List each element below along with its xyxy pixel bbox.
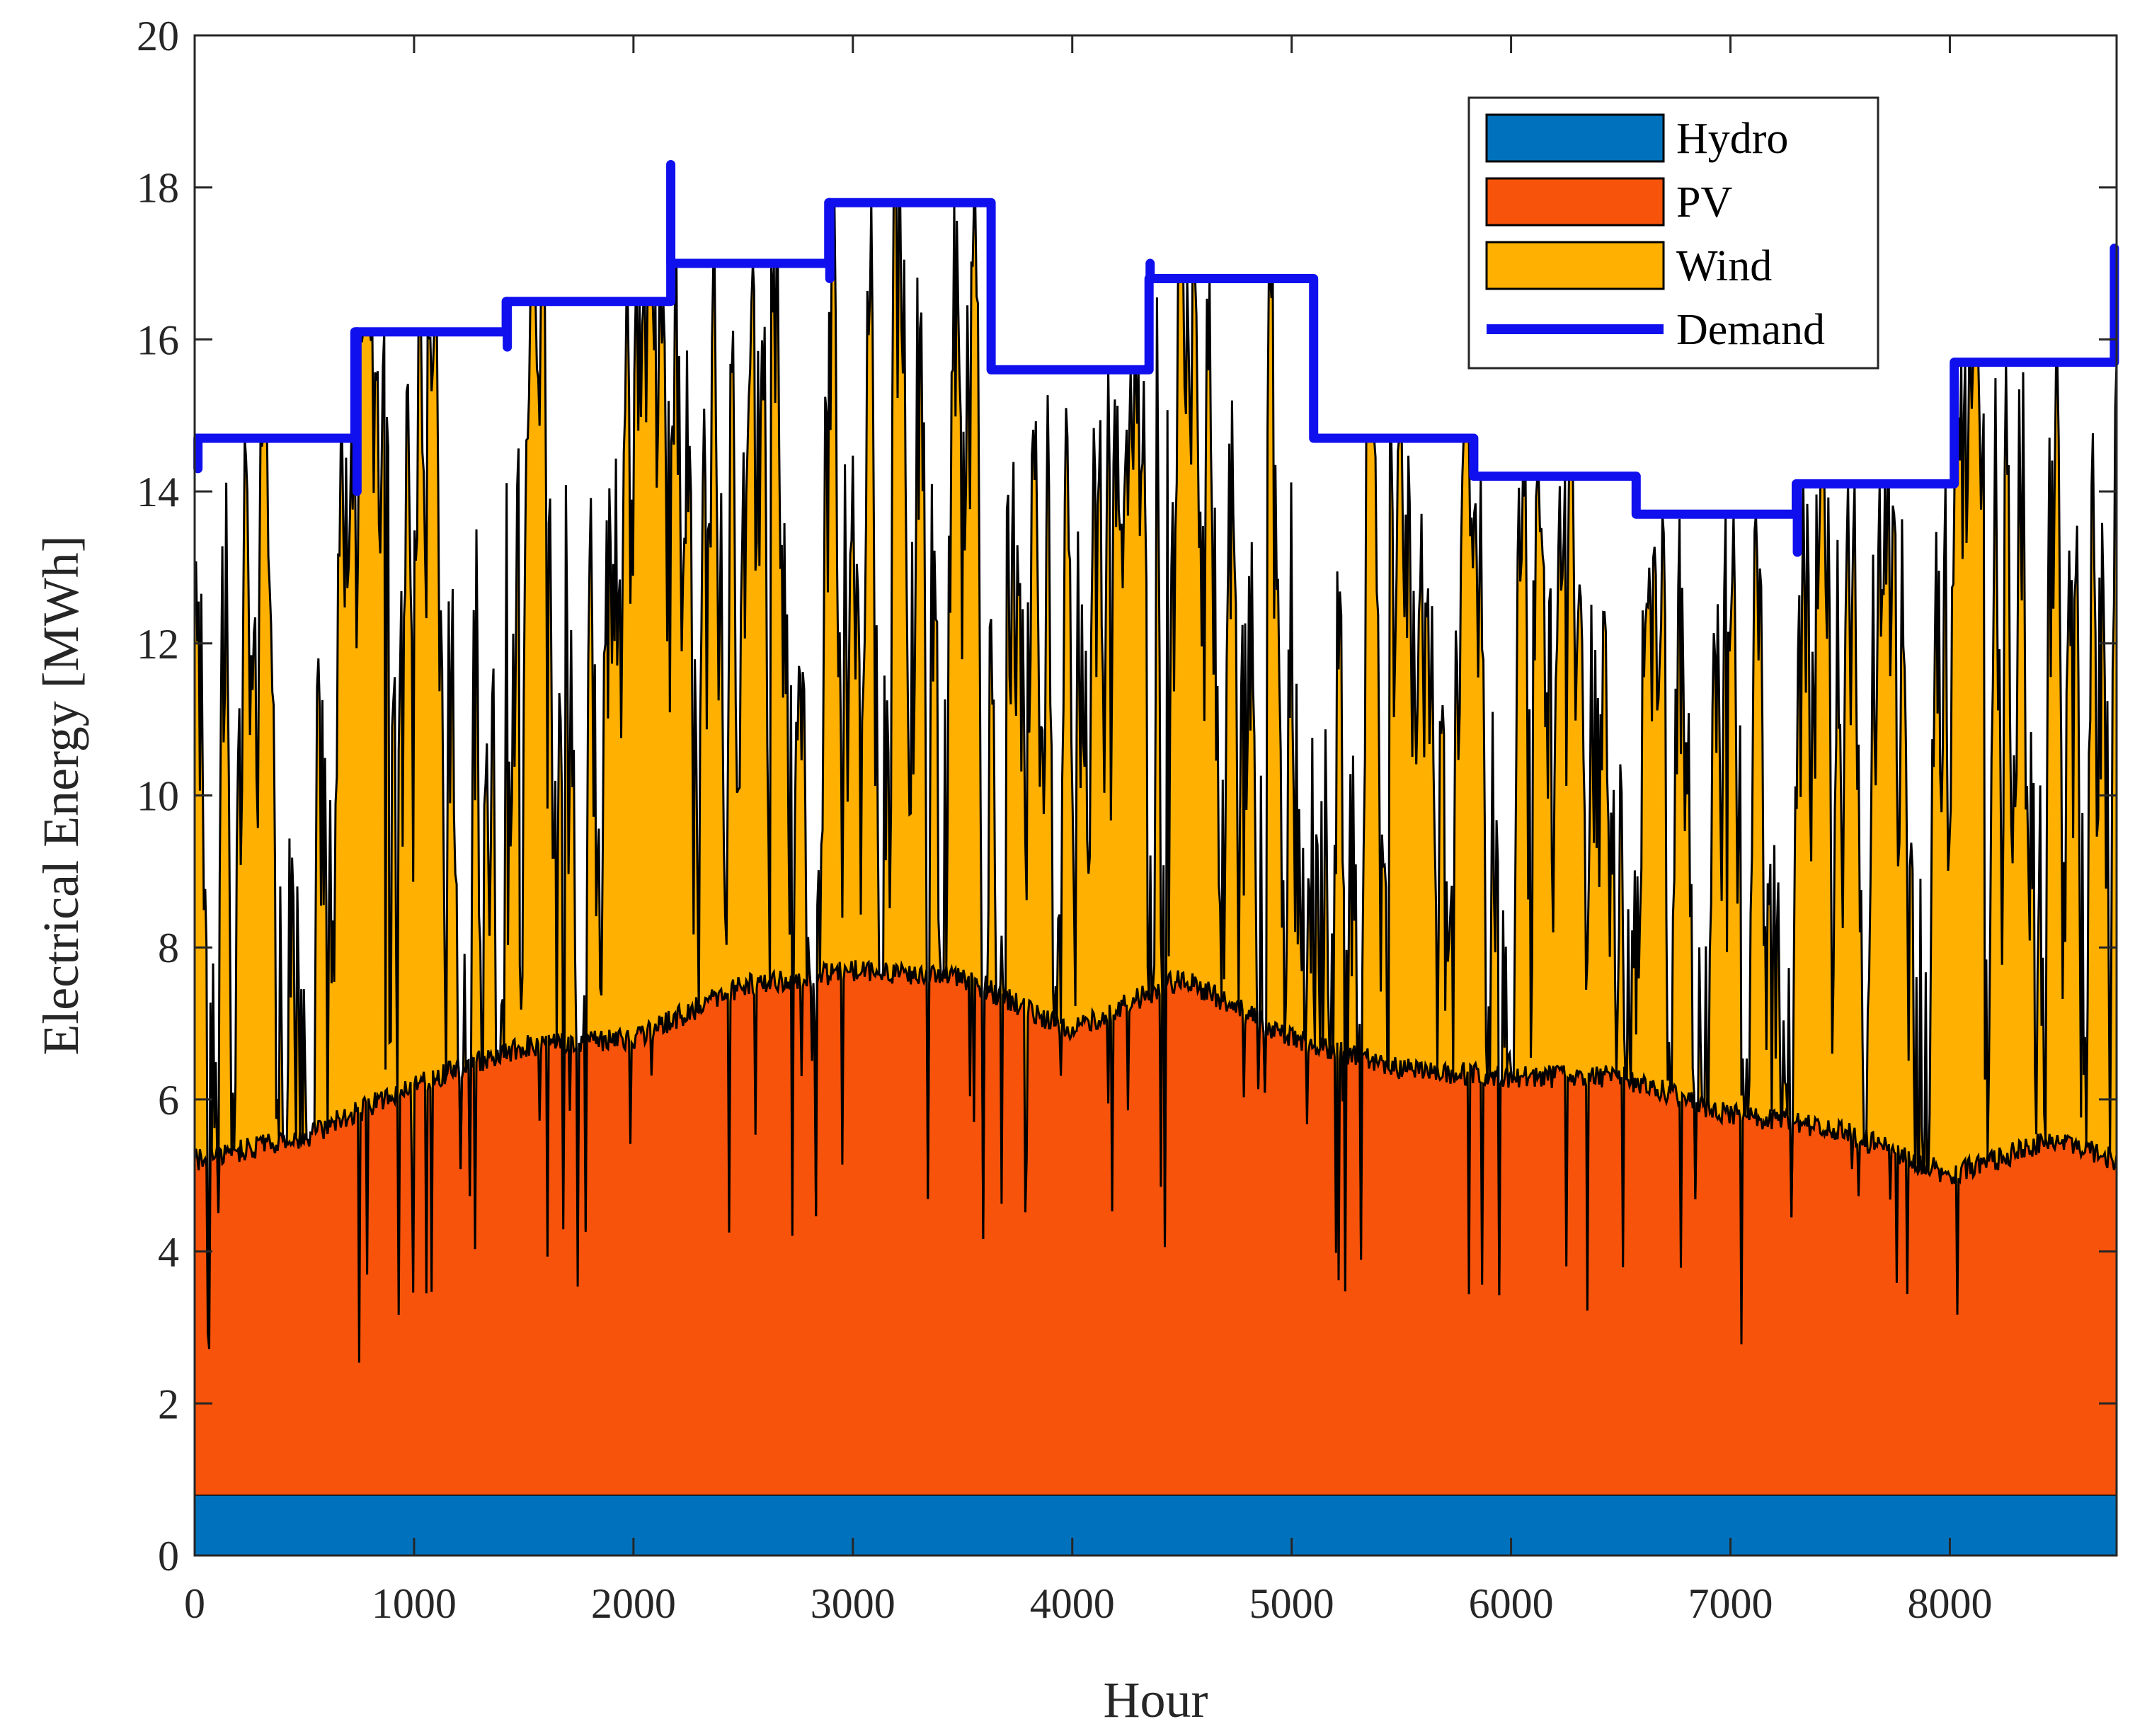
legend-item-wind: Wind	[1487, 242, 1772, 290]
x-tick-label: 0	[184, 1580, 205, 1627]
legend: Hydro PV Wind Demand	[1469, 98, 1878, 368]
x-tick-label: 1000	[372, 1580, 457, 1627]
legend-wind-swatch	[1487, 242, 1664, 289]
x-tick-label: 7000	[1688, 1580, 1773, 1627]
legend-pv-swatch	[1487, 178, 1664, 225]
legend-item-pv: PV	[1487, 178, 1732, 227]
y-tick-label: 12	[137, 621, 179, 668]
y-tick-label: 2	[158, 1381, 179, 1427]
x-tick-label: 2000	[591, 1580, 676, 1627]
y-tick-label: 16	[137, 316, 179, 363]
legend-item-hydro: Hydro	[1487, 115, 1788, 163]
y-tick-label: 20	[137, 13, 179, 59]
legend-demand-label: Demand	[1676, 306, 1825, 354]
x-axis-title: Hour	[1104, 1672, 1208, 1728]
y-tick-label: 4	[158, 1229, 179, 1276]
legend-hydro-label: Hydro	[1676, 115, 1788, 163]
legend-hydro-swatch	[1487, 115, 1664, 161]
x-tick-label: 4000	[1030, 1580, 1115, 1627]
y-tick-label: 10	[137, 773, 179, 820]
y-tick-label: 6	[158, 1077, 179, 1124]
y-tick-label: 18	[137, 165, 179, 212]
y-tick-label: 0	[158, 1533, 179, 1580]
x-tick-label: 6000	[1469, 1580, 1554, 1627]
y-axis-title: Electrical Energy [MWh]	[33, 535, 89, 1055]
y-tick-label: 8	[158, 925, 179, 971]
legend-wind-label: Wind	[1676, 242, 1772, 290]
x-tick-label: 3000	[811, 1580, 895, 1627]
hydro-area	[195, 1495, 2117, 1555]
x-tick-label: 8000	[1907, 1580, 1992, 1627]
energy-chart: 0 1000 2000 3000 4000 5000 6000 7000 8000 0 2 4 6 8 10…	[0, 0, 2135, 1736]
legend-pv-label: PV	[1676, 178, 1732, 227]
y-tick-label: 14	[137, 469, 179, 515]
x-tick-label: 5000	[1249, 1580, 1334, 1627]
